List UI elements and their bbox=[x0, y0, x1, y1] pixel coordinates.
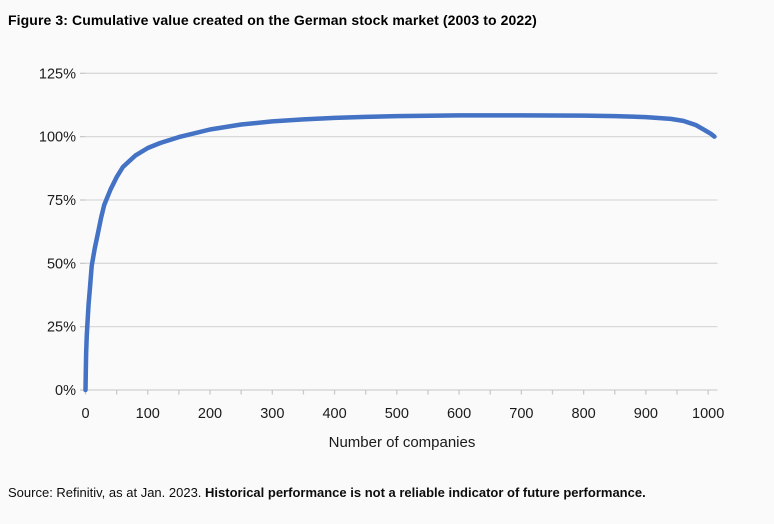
y-tick-label-25%: 25% bbox=[47, 320, 76, 336]
x-tick-label-0: 0 bbox=[81, 406, 89, 422]
x-tick-label-900: 900 bbox=[634, 406, 658, 422]
y-tick-label-0%: 0% bbox=[55, 383, 76, 399]
disclaimer-text: Historical performance is not a reliable… bbox=[205, 485, 646, 500]
x-tick-label-700: 700 bbox=[509, 406, 533, 422]
x-tick-label-300: 300 bbox=[260, 406, 284, 422]
x-tick-label-500: 500 bbox=[385, 406, 409, 422]
x-tick-label-600: 600 bbox=[447, 406, 471, 422]
y-tick-label-100%: 100% bbox=[39, 130, 76, 146]
x-tick-label-400: 400 bbox=[322, 406, 346, 422]
figure-title: Figure 3: Cumulative value created on th… bbox=[8, 12, 537, 28]
source-note: Source: Refinitiv, as at Jan. 2023. Hist… bbox=[8, 485, 768, 500]
data-series-line bbox=[83, 113, 717, 393]
x-axis-title: Number of companies bbox=[328, 434, 476, 451]
cumulative-value-line-chart: 0% 25% 50% 75% 100% 125% 0 100 200 300 400 500 600 70… bbox=[39, 66, 724, 422]
x-tick-label-200: 200 bbox=[198, 406, 222, 422]
x-tick-label-800: 800 bbox=[572, 406, 596, 422]
y-tick-label-125%: 125% bbox=[39, 66, 76, 82]
x-tick-label-100: 100 bbox=[136, 406, 160, 422]
y-tick-label-75%: 75% bbox=[47, 193, 76, 209]
source-text: Source: Refinitiv, as at Jan. 2023. bbox=[8, 485, 206, 500]
x-tick-label-1000: 1000 bbox=[692, 406, 724, 422]
y-tick-label-50%: 50% bbox=[47, 256, 76, 272]
